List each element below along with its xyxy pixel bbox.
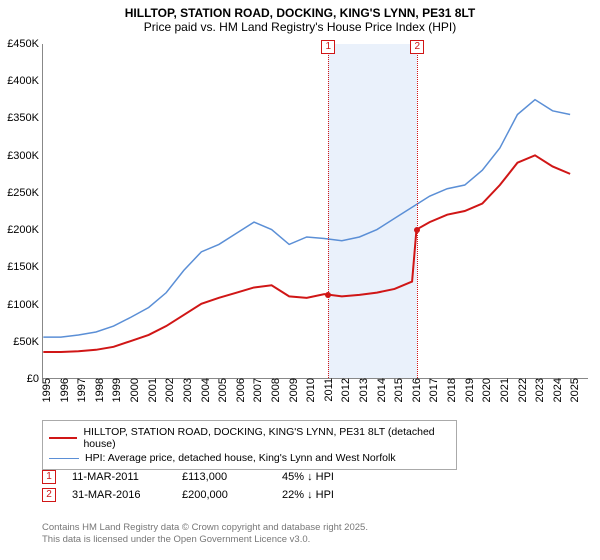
y-tick-label: £100K [7, 299, 43, 311]
x-tick-label: 2004 [198, 378, 212, 402]
y-tick-label: £300K [7, 150, 43, 162]
x-tick-label: 2011 [321, 378, 335, 402]
x-tick-label: 2022 [515, 378, 529, 402]
x-tick-label: 1999 [109, 378, 123, 402]
x-tick-label: 2020 [479, 378, 493, 402]
hpi-line [43, 100, 570, 338]
y-tick-label: £250K [7, 187, 43, 199]
price-paid-line [43, 155, 570, 352]
x-tick-label: 2015 [391, 378, 405, 402]
sale-index-box: 2 [42, 488, 56, 502]
x-tick-label: 1995 [39, 378, 53, 402]
sale-price: £113,000 [182, 471, 282, 483]
x-tick-label: 2010 [303, 378, 317, 402]
sale-row: 1 11-MAR-2011£113,00045% ↓ HPI [42, 468, 392, 486]
legend-item: HILLTOP, STATION ROAD, DOCKING, KING'S L… [49, 425, 450, 451]
y-tick-label: £400K [7, 75, 43, 87]
x-tick-label: 2013 [356, 378, 370, 402]
y-tick-label: £200K [7, 224, 43, 236]
plot-area: £0£50K£100K£150K£200K£250K£300K£350K£400… [42, 44, 588, 379]
x-tick-label: 2017 [426, 378, 440, 402]
x-tick-label: 1996 [57, 378, 71, 402]
sale-index-box: 1 [42, 470, 56, 484]
x-tick-label: 2000 [127, 378, 141, 402]
legend-label: HILLTOP, STATION ROAD, DOCKING, KING'S L… [83, 426, 450, 450]
x-tick-label: 2024 [550, 378, 564, 402]
sale-vline [328, 44, 329, 378]
y-tick-label: £450K [7, 38, 43, 50]
x-tick-label: 2001 [145, 378, 159, 402]
legend-swatch [49, 458, 79, 459]
footnote-line-1: Contains HM Land Registry data © Crown c… [42, 522, 368, 534]
legend-item: HPI: Average price, detached house, King… [49, 451, 450, 465]
x-tick-label: 2002 [162, 378, 176, 402]
sale-price: £200,000 [182, 489, 282, 501]
sale-delta: 45% ↓ HPI [282, 471, 392, 483]
y-tick-label: £350K [7, 112, 43, 124]
chart-subtitle: Price paid vs. HM Land Registry's House … [0, 20, 600, 38]
x-tick-label: 2023 [532, 378, 546, 402]
x-tick-label: 1997 [74, 378, 88, 402]
y-tick-label: £150K [7, 261, 43, 273]
y-tick-label: £50K [13, 336, 43, 348]
sale-marker: 2 [410, 40, 424, 54]
x-tick-label: 2007 [250, 378, 264, 402]
x-tick-label: 2019 [462, 378, 476, 402]
x-tick-label: 2008 [268, 378, 282, 402]
legend-swatch [49, 437, 77, 439]
line-layer [43, 44, 588, 378]
x-tick-label: 2018 [444, 378, 458, 402]
x-tick-label: 2021 [497, 378, 511, 402]
footnote-line-2: This data is licensed under the Open Gov… [42, 534, 368, 546]
legend: HILLTOP, STATION ROAD, DOCKING, KING'S L… [42, 420, 457, 470]
sale-marker: 1 [321, 40, 335, 54]
sale-vline [417, 44, 418, 378]
x-tick-label: 2009 [286, 378, 300, 402]
chart-title: HILLTOP, STATION ROAD, DOCKING, KING'S L… [0, 0, 600, 20]
sale-date: 31-MAR-2016 [72, 489, 182, 501]
x-tick-label: 2005 [215, 378, 229, 402]
sale-date: 11-MAR-2011 [72, 471, 182, 483]
chart-container: HILLTOP, STATION ROAD, DOCKING, KING'S L… [0, 0, 600, 560]
x-tick-label: 2014 [374, 378, 388, 402]
sales-table: 1 11-MAR-2011£113,00045% ↓ HPI 2 31-MAR-201… [42, 468, 392, 504]
x-tick-label: 2012 [338, 378, 352, 402]
x-tick-label: 2006 [233, 378, 247, 402]
x-tick-label: 2025 [567, 378, 581, 402]
x-tick-label: 2003 [180, 378, 194, 402]
sale-dot [414, 227, 420, 233]
sale-dot [325, 292, 331, 298]
x-tick-label: 2016 [409, 378, 423, 402]
sale-delta: 22% ↓ HPI [282, 489, 392, 501]
x-tick-label: 1998 [92, 378, 106, 402]
legend-label: HPI: Average price, detached house, King… [85, 452, 396, 464]
sale-row: 2 31-MAR-2016£200,00022% ↓ HPI [42, 486, 392, 504]
footnote: Contains HM Land Registry data © Crown c… [42, 522, 368, 547]
